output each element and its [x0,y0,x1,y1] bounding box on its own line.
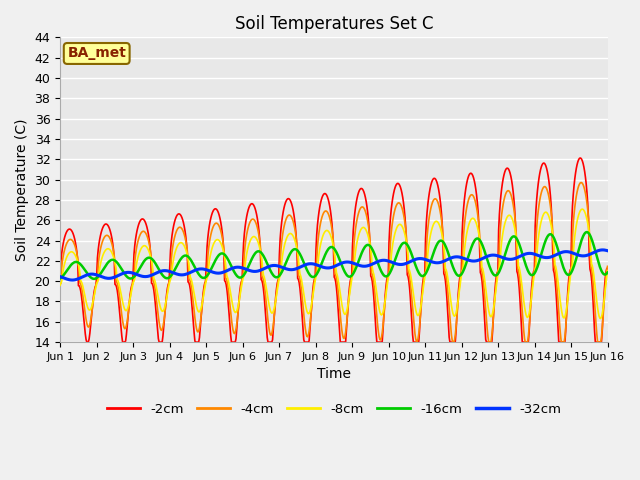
Legend: -2cm, -4cm, -8cm, -16cm, -32cm: -2cm, -4cm, -8cm, -16cm, -32cm [101,397,566,421]
Title: Soil Temperatures Set C: Soil Temperatures Set C [235,15,433,33]
Y-axis label: Soil Temperature (C): Soil Temperature (C) [15,119,29,261]
Text: BA_met: BA_met [67,47,126,60]
X-axis label: Time: Time [317,367,351,382]
